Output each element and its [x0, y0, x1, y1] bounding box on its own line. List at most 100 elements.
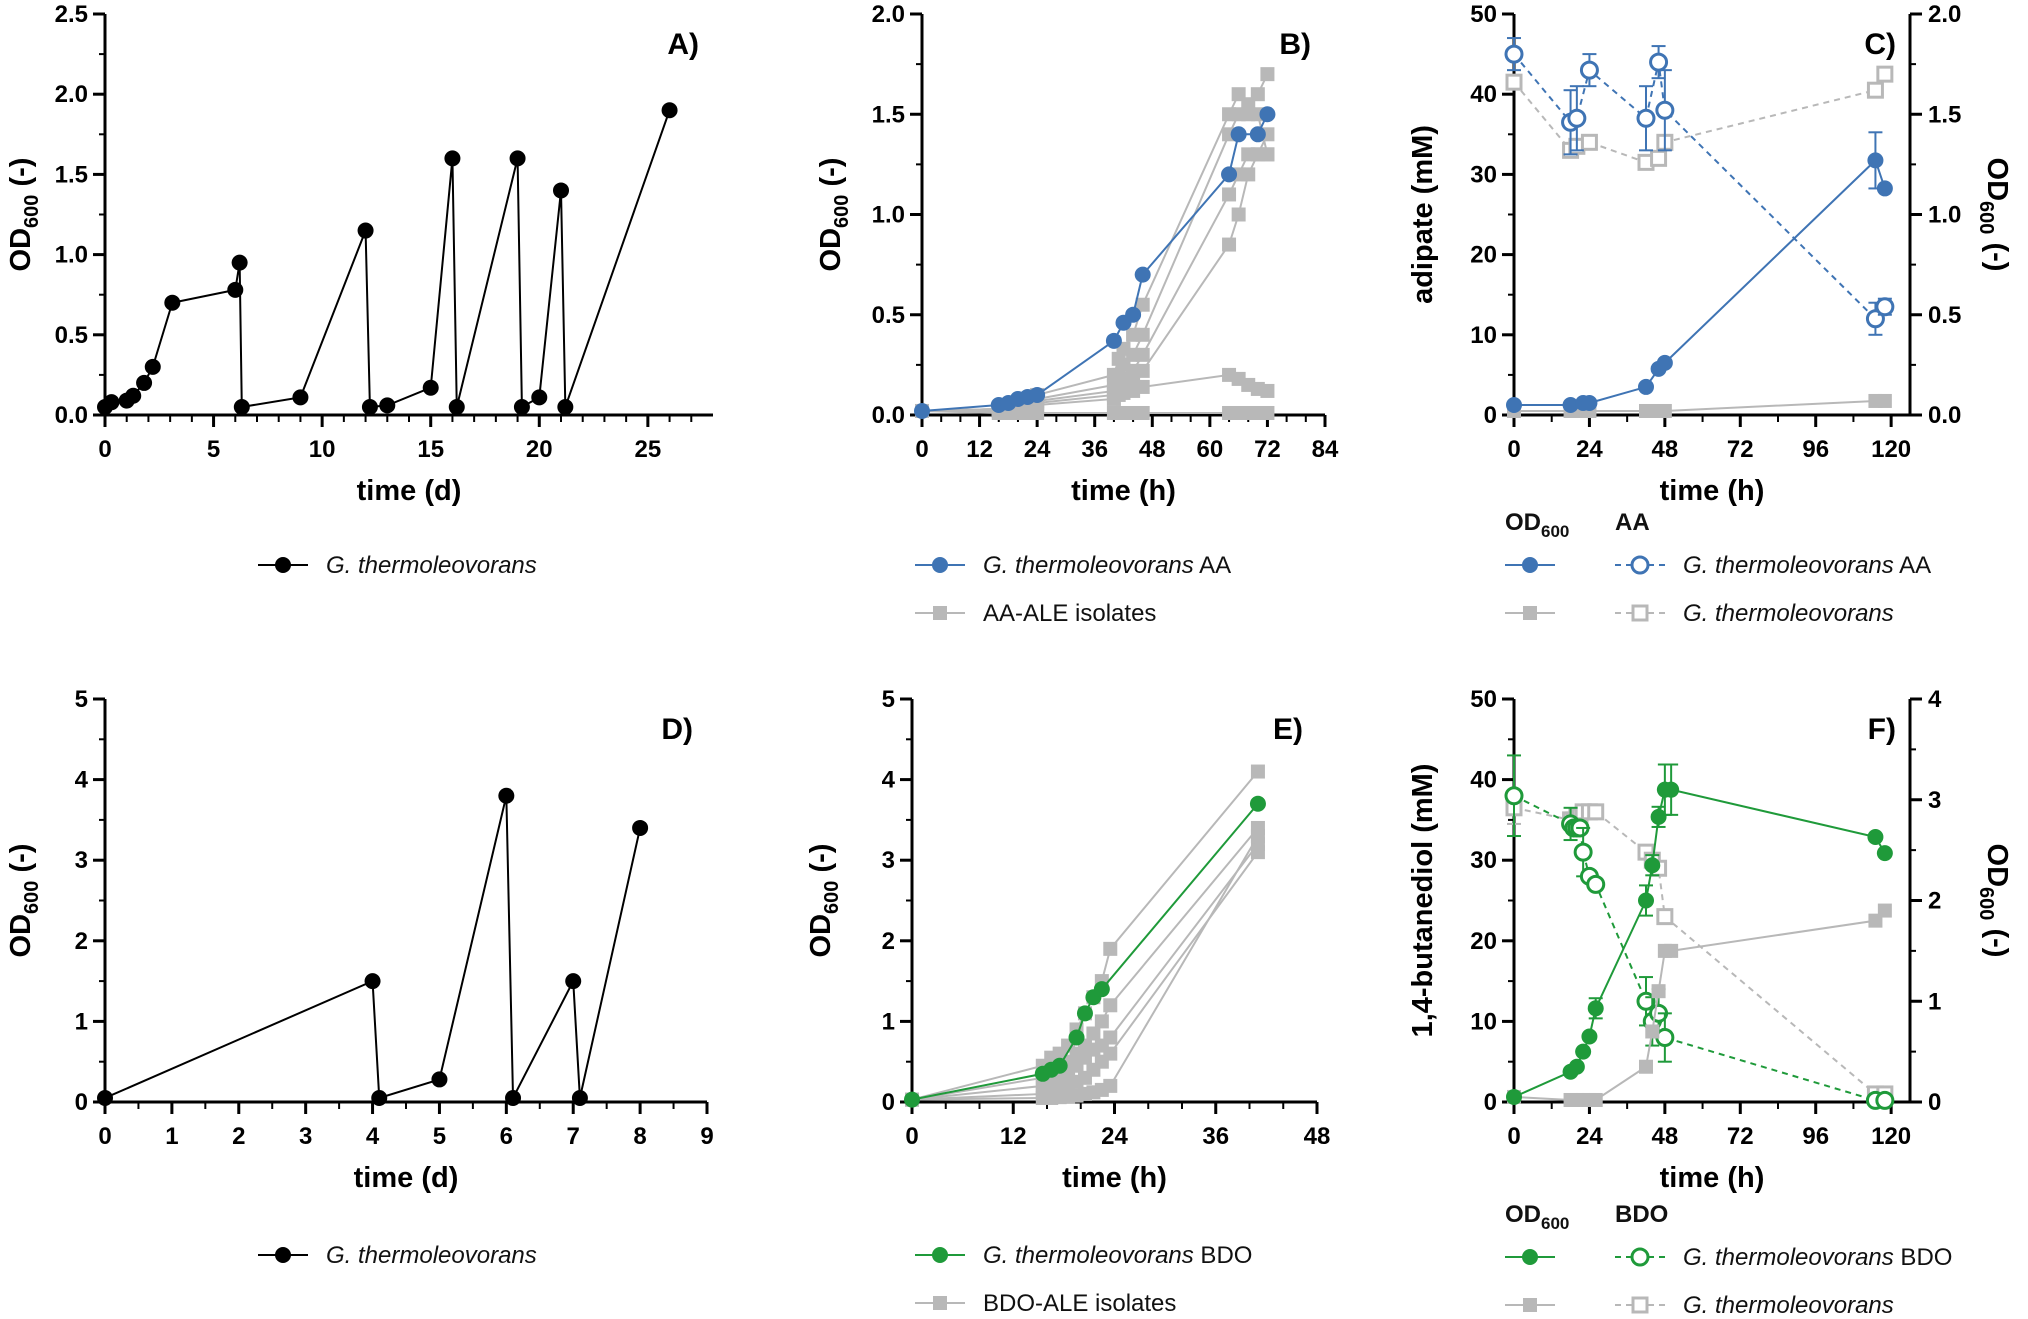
- legend-marker: [932, 557, 948, 573]
- legend-marker: [1522, 557, 1538, 573]
- x-tick-label: 24: [1576, 1123, 1603, 1150]
- data-point: [1103, 1030, 1118, 1045]
- series-6: [914, 106, 1276, 419]
- data-point: [509, 150, 526, 167]
- y-tick-label: 2.0: [55, 81, 88, 108]
- legend-label: AA-ALE isolates: [983, 600, 1156, 627]
- data-point: [1586, 874, 1606, 894]
- data-point: [1230, 126, 1247, 143]
- legend-plain: BDO: [1894, 1244, 1953, 1271]
- y-axis-title: OD600 (-): [5, 844, 43, 958]
- y-tick-label: 30: [1470, 161, 1497, 188]
- legend-italic: G. thermoleovorans: [983, 552, 1194, 579]
- data-point: [97, 1089, 113, 1106]
- legend-marker: [1523, 606, 1537, 620]
- y2-tick-label: 1: [1928, 988, 1941, 1015]
- data-point: [1588, 1092, 1603, 1107]
- data-point: [1877, 393, 1892, 408]
- data-point: [1587, 803, 1605, 821]
- x-tick-label: 120: [1871, 436, 1911, 463]
- data-point: [103, 394, 120, 411]
- y-tick-label: 40: [1470, 767, 1497, 794]
- series-1: [1504, 37, 1895, 336]
- data-point: [361, 398, 378, 415]
- data-point: [1639, 1059, 1653, 1074]
- data-point: [1076, 1005, 1093, 1022]
- x-tick-label: 48: [1304, 1123, 1331, 1150]
- x-tick-label: 1: [165, 1123, 178, 1150]
- y-tick-label: 20: [1470, 928, 1497, 955]
- legend-label: G. thermoleovorans: [1683, 600, 1894, 627]
- data-point: [1664, 943, 1679, 958]
- legend-label: G. thermoleovorans BDO: [1683, 1244, 1952, 1271]
- x-axis-title: time (d): [354, 1162, 459, 1194]
- data-point: [1638, 378, 1654, 395]
- data-point: [1867, 152, 1884, 169]
- data-point: [364, 973, 381, 990]
- data-point: [1875, 297, 1895, 317]
- y-tick-label: 1: [882, 1008, 895, 1035]
- data-point: [1103, 998, 1118, 1013]
- data-point: [553, 182, 569, 199]
- legend: G. thermoleovorans AA AA-ALE isolates: [915, 552, 1231, 627]
- x-tick-label: 24: [1576, 436, 1603, 463]
- y-tick-label: 10: [1470, 1008, 1497, 1035]
- y-tick-label: 0: [75, 1089, 88, 1116]
- data-point: [1504, 786, 1524, 806]
- x-tick-label: 72: [1254, 436, 1281, 463]
- y2-tick-label: 0.0: [1928, 402, 1961, 429]
- data-point: [1650, 808, 1667, 825]
- y2-tick-label: 1.0: [1928, 202, 1961, 229]
- data-point: [1125, 306, 1142, 323]
- x-tick-label: 8: [633, 1123, 646, 1150]
- x-tick-label: 9: [700, 1123, 713, 1150]
- legend-italic: G. thermoleovorans: [983, 1242, 1194, 1269]
- legend-plain: BDO-ALE isolates: [983, 1290, 1176, 1317]
- x-tick-label: 2: [232, 1123, 245, 1150]
- y-tick-label: 50: [1470, 1, 1497, 28]
- data-point: [1875, 1090, 1895, 1110]
- data-point: [1567, 108, 1587, 128]
- y-tick-label: 1.5: [55, 161, 88, 188]
- legend: OD600 AAG. thermoleovorans AAG. thermoleo…: [1505, 509, 1931, 627]
- x-tick-label: 0: [1507, 1123, 1520, 1150]
- y-tick-label: 4: [75, 767, 89, 794]
- data-point: [1134, 266, 1151, 283]
- legend-label: BDO-ALE isolates: [983, 1290, 1176, 1317]
- data-point: [1876, 65, 1894, 83]
- y2-tick-label: 1.5: [1928, 101, 1961, 128]
- data-point: [1086, 1026, 1101, 1041]
- data-point: [1135, 379, 1150, 394]
- data-point: [1231, 207, 1246, 222]
- series-4: [905, 829, 1265, 1107]
- x-tick-label: 15: [417, 436, 444, 463]
- data-point: [1506, 1088, 1522, 1105]
- legend-marker: [932, 1247, 948, 1263]
- panel-f: 0 10 20 30 40 50 0 24 48 72 96 120 0 1 2 3 4 time (h) 1,4-…: [1407, 686, 2013, 1319]
- data-point: [444, 150, 461, 167]
- data-point: [431, 1071, 448, 1088]
- y-tick-label: 40: [1470, 81, 1497, 108]
- x-axis-title: time (h): [1071, 475, 1176, 507]
- legend-label: G. thermoleovorans AA: [983, 552, 1231, 579]
- legend: G. thermoleovorans: [258, 552, 537, 579]
- panel-label: B): [1279, 28, 1311, 61]
- data-point: [1866, 81, 1884, 99]
- x-tick-label: 5: [207, 436, 220, 463]
- data-point: [1505, 73, 1523, 91]
- data-point: [1876, 180, 1893, 197]
- x-tick-label: 0: [98, 436, 111, 463]
- y-tick-label: 5: [882, 686, 895, 713]
- panel-d: 0 1 2 3 4 5 0 1 2 3 4 5 6 7 8 9 time (d) OD600 (-) D) G. th…: [5, 686, 714, 1269]
- x-tick-label: 84: [1312, 436, 1339, 463]
- data-point: [1250, 845, 1265, 860]
- x-tick-label: 72: [1727, 436, 1754, 463]
- data-point: [1506, 396, 1522, 413]
- x-tick-label: 7: [567, 1123, 580, 1150]
- legend-marker: [275, 1247, 291, 1263]
- y-axis-title: 1,4-butanediol (mM): [1407, 764, 1439, 1038]
- data-point: [1250, 147, 1265, 162]
- y-tick-label: 3: [75, 847, 88, 874]
- legend-label: G. thermoleovorans AA: [1683, 552, 1931, 579]
- y2-tick-label: 3: [1928, 787, 1941, 814]
